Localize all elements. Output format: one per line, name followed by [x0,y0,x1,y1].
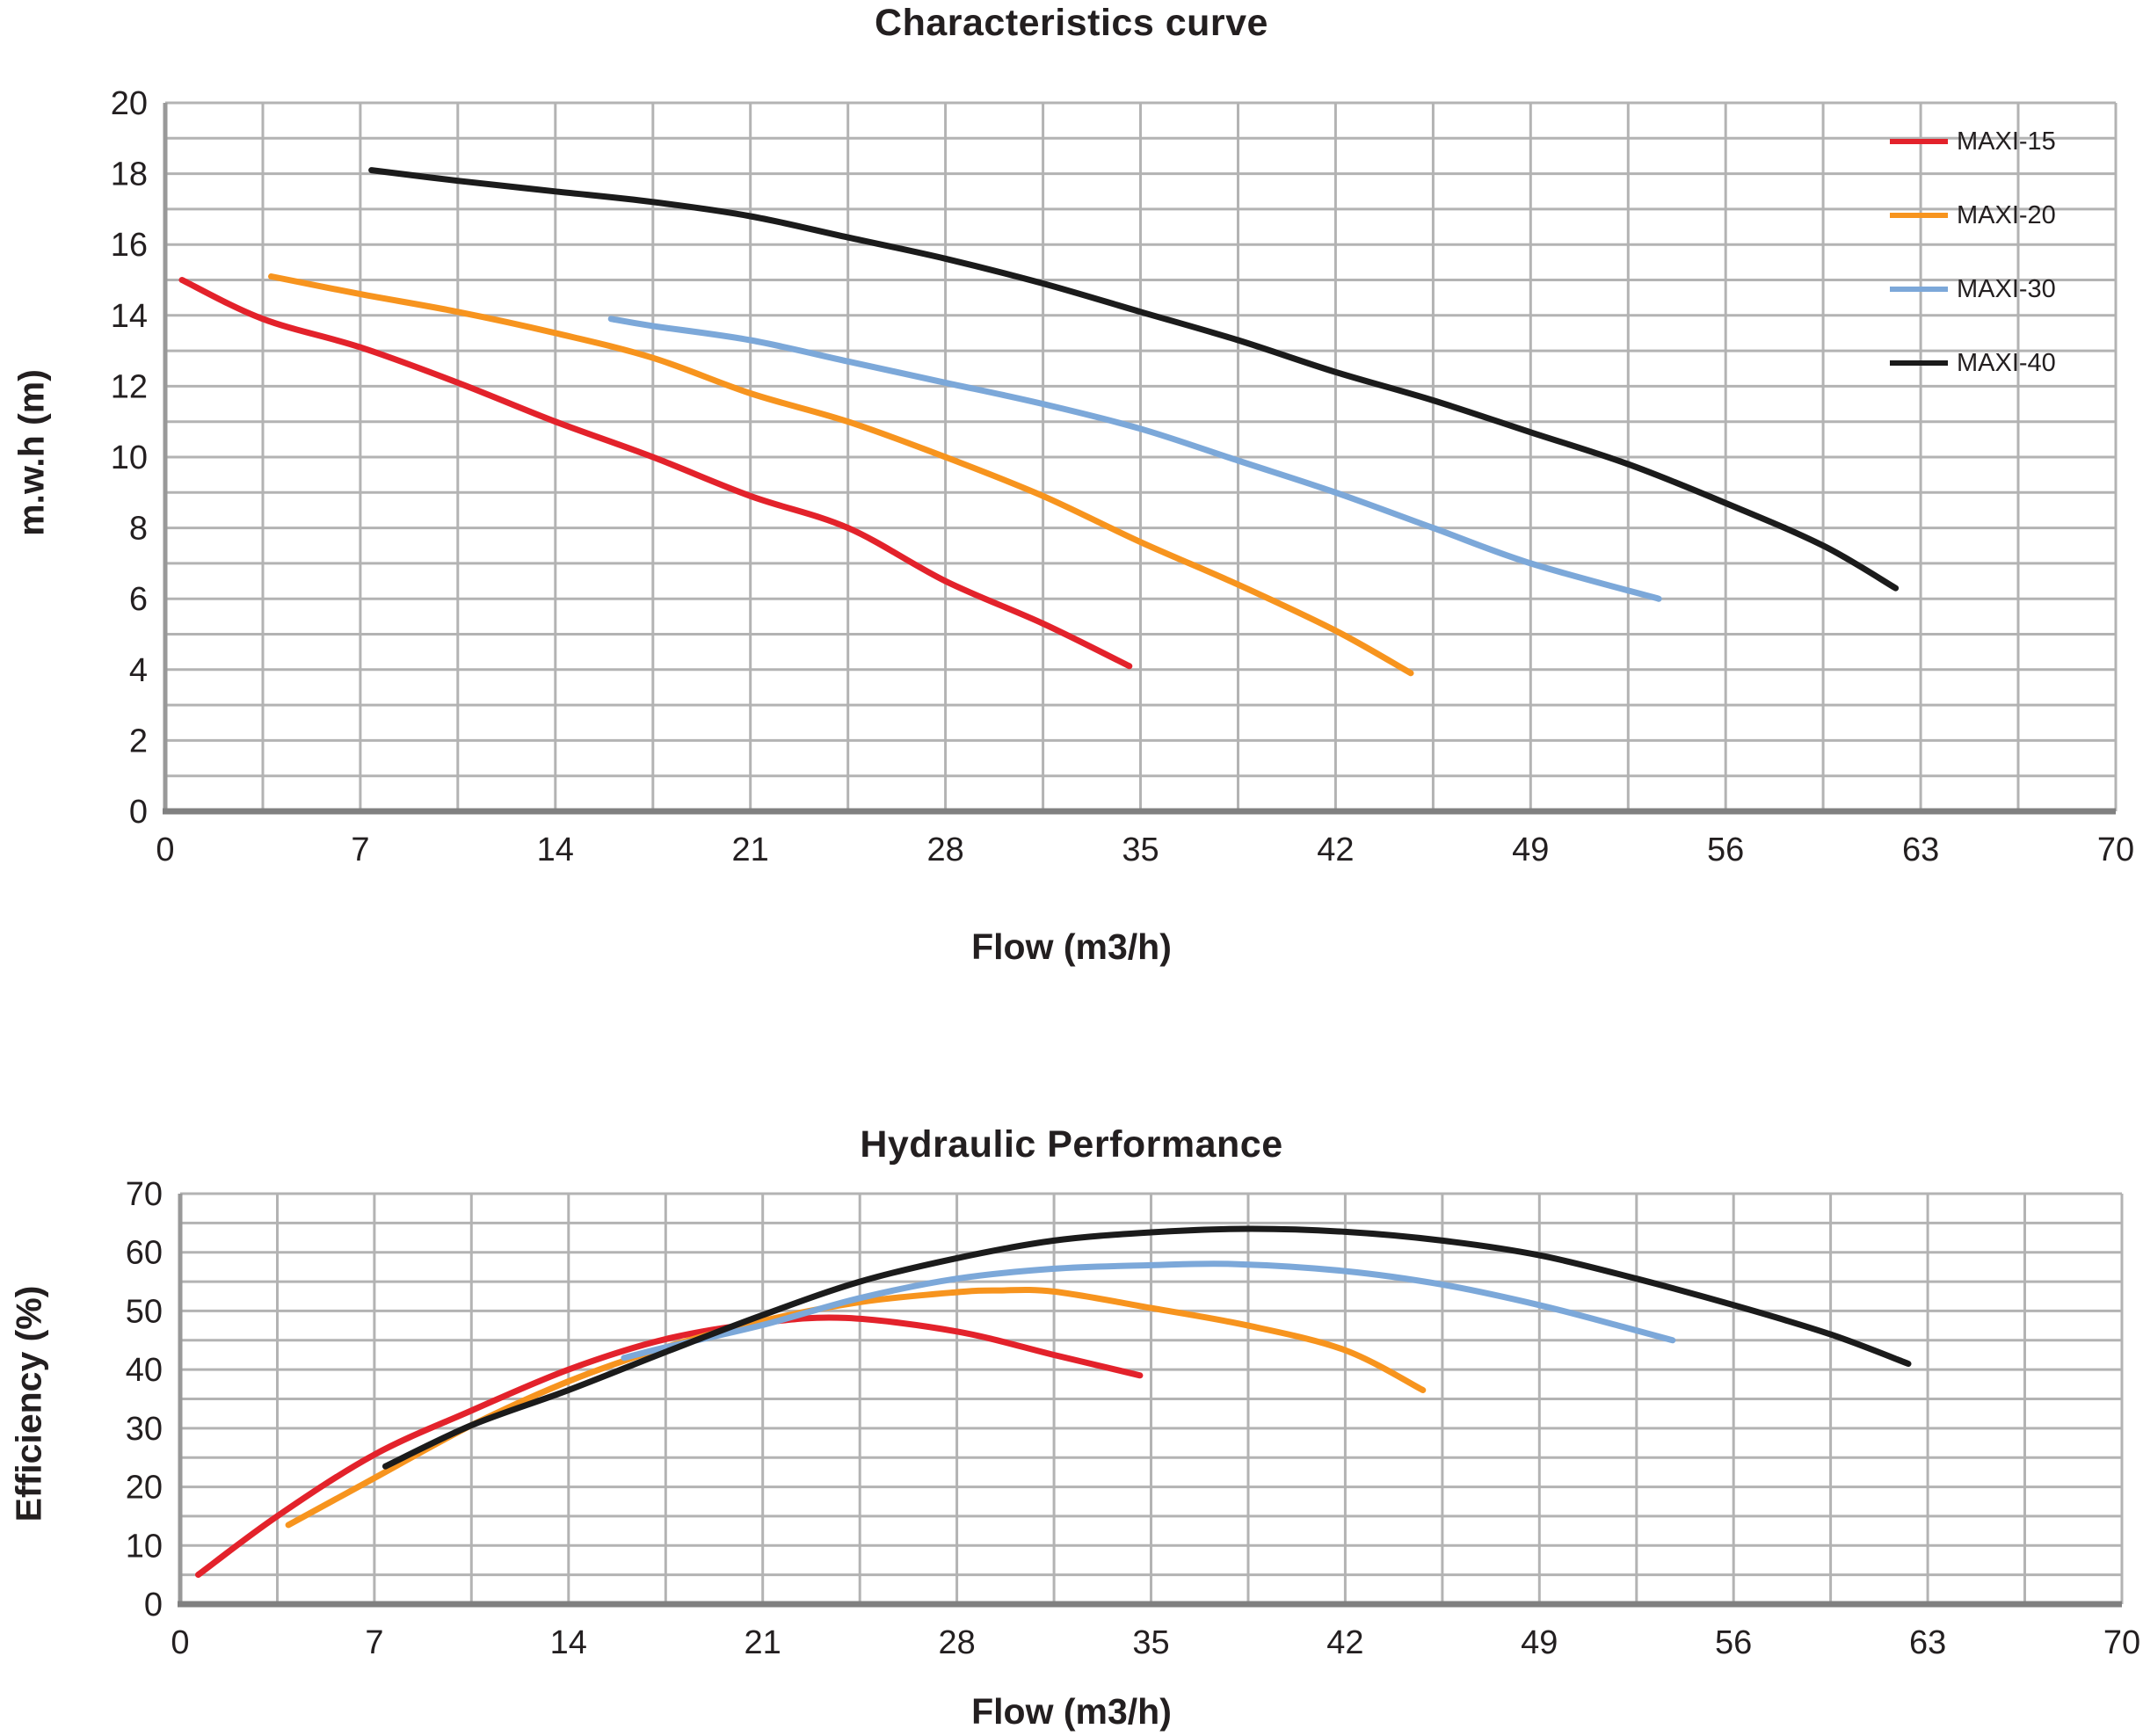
chart2-y-axis-label: Efficiency (%) [8,1285,49,1522]
chart2-axes [178,1194,2122,1608]
chart2-grid [178,1192,2124,1606]
x-tick-label: 35 [1122,832,1159,868]
chart1-x-axis-label: Flow (m3/h) [971,926,1172,967]
legend-line-swatch [1890,360,1948,366]
legend-label: MAXI-30 [1957,275,2056,303]
chart1-tick-labels: 0 7 14 21 28 35 42 49 56 63 70 0 2 4 6 8 10 12 14 16 18 20 [111,85,2134,868]
y-tick-label: 30 [126,1411,163,1448]
legend-line-swatch [1890,139,1948,144]
y-tick-label: 0 [144,1587,163,1623]
y-tick-label: 10 [126,1528,163,1565]
x-tick-label: 35 [1132,1624,1169,1661]
chart2-tick-labels: 0 7 14 21 28 35 42 49 56 63 70 0 10 20 30 40 50 60 70 [126,1176,2140,1661]
x-tick-label: 28 [938,1624,975,1661]
legend-item-maxi-40: MAXI-40 [1890,350,2056,376]
maxi-40-head-curve [368,167,1900,592]
x-tick-label: 70 [2097,832,2134,868]
chart2-title: Hydraulic Performance [860,1123,1283,1166]
y-tick-label: 8 [129,511,148,548]
chart1-grid [163,101,2118,813]
maxi-15-head-curve [178,277,1133,670]
legend-label: MAXI-15 [1957,127,2056,156]
x-tick-label: 7 [365,1624,383,1661]
legend-label: MAXI-40 [1957,349,2056,377]
maxi-20-head-curve [268,273,1414,677]
y-tick-label: 6 [129,581,148,618]
y-tick-label: 50 [126,1293,163,1330]
x-tick-label: 21 [745,1624,781,1661]
x-tick-label: 56 [1707,832,1744,868]
x-tick-label: 28 [926,832,963,868]
x-tick-label: 42 [1326,1624,1363,1661]
legend-label: MAXI-20 [1957,201,2056,229]
y-tick-label: 4 [129,652,148,689]
y-tick-label: 60 [126,1235,163,1272]
legend-item-maxi-20: MAXI-20 [1890,202,2056,229]
x-tick-label: 63 [1902,832,1939,868]
maxi-20-efficiency-curve [285,1286,1427,1529]
y-tick-label: 14 [111,298,148,335]
y-tick-label: 18 [111,156,148,193]
x-tick-label: 0 [156,832,174,868]
y-tick-label: 12 [111,368,148,405]
y-tick-label: 70 [126,1176,163,1213]
x-tick-label: 49 [1521,1624,1558,1661]
x-tick-label: 63 [1909,1624,1946,1661]
legend-item-maxi-30: MAXI-30 [1890,276,2056,302]
chart2-x-axis-label: Flow (m3/h) [971,1691,1172,1732]
maxi-40-efficiency-curve [382,1225,1912,1470]
x-tick-label: 0 [171,1624,189,1661]
y-tick-label: 16 [111,227,148,264]
y-tick-label: 2 [129,723,148,759]
x-tick-label: 14 [537,832,574,868]
x-tick-label: 42 [1317,832,1354,868]
chart1-title: Characteristics curve [875,2,1268,44]
legend-line-swatch [1890,287,1948,292]
x-tick-label: 7 [351,832,369,868]
y-tick-label: 10 [111,439,148,476]
maxi-30-head-curve [607,316,1662,602]
y-tick-label: 0 [129,794,148,831]
x-tick-label: 21 [732,832,769,868]
chart1-axes [163,103,2116,815]
chart1-legend: MAXI-15 MAXI-20 MAXI-30 MAXI-40 [1890,128,2056,424]
x-tick-label: 70 [2103,1624,2140,1661]
y-tick-label: 20 [111,85,148,122]
y-tick-label: 20 [126,1470,163,1507]
x-tick-label: 56 [1715,1624,1752,1661]
legend-item-maxi-15: MAXI-15 [1890,128,2056,155]
maxi-30-efficiency-curve [621,1260,1676,1362]
x-tick-label: 14 [550,1624,587,1661]
x-tick-label: 49 [1512,832,1549,868]
maxi-15-efficiency-curve [195,1314,1144,1579]
legend-line-swatch [1890,213,1948,218]
y-tick-label: 40 [126,1352,163,1389]
